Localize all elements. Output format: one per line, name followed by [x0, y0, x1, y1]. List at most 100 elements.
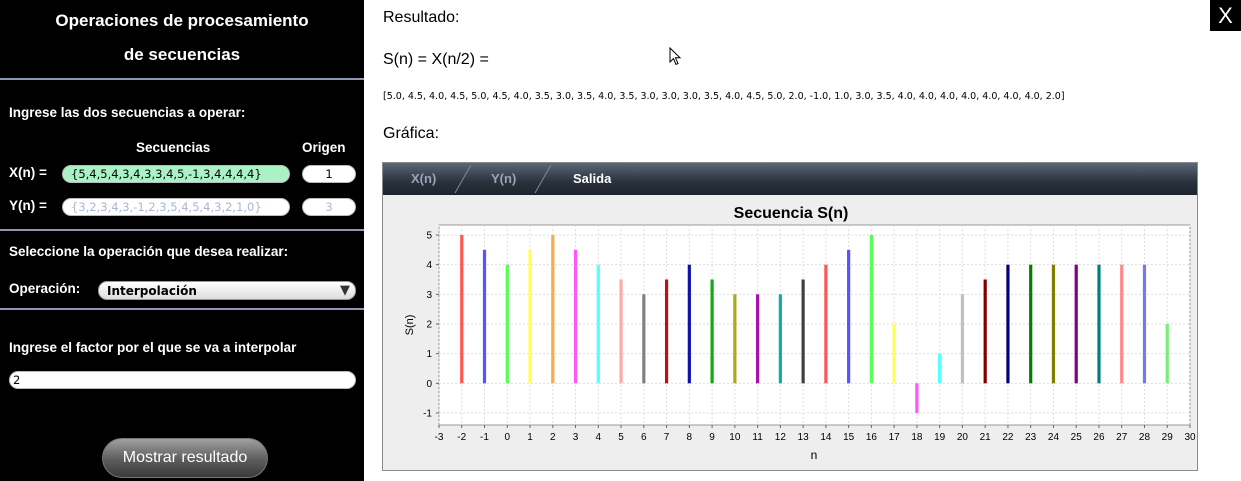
bar [687, 264, 691, 384]
bars [460, 235, 1169, 413]
y-tick-label: 3 [426, 290, 432, 301]
operation-instruction: Seleccione la operación que desea realiz… [9, 244, 289, 259]
x-tick-label: 21 [980, 432, 992, 443]
grafica-label: Gráfica: [383, 125, 440, 142]
bar [847, 249, 851, 384]
divider [0, 78, 364, 80]
x-tick-label: 16 [866, 432, 878, 443]
y-tick-label: -1 [423, 409, 432, 420]
divider [0, 229, 364, 231]
x-label: X(n) = [9, 165, 47, 180]
bar [1029, 264, 1033, 384]
bar [1006, 264, 1010, 384]
bar [551, 235, 555, 384]
operation-select[interactable]: Interpolación ▼ [98, 281, 356, 300]
x-tick-label: 9 [709, 432, 715, 443]
bar [596, 264, 600, 384]
bar [505, 264, 509, 384]
mouse-cursor-icon [669, 47, 682, 66]
resultado-label: Resultado: [383, 9, 460, 26]
x-tick-label: 11 [752, 432, 763, 443]
x-tick-label: 27 [1116, 432, 1128, 443]
graph-panel: X(n) Y(n) Salida Secuencia S(n) -3 -2 -1 0 1… [382, 162, 1198, 471]
tab-bar: X(n) Y(n) Salida [383, 163, 1197, 195]
origen-header: Origen [302, 140, 346, 155]
bar [642, 294, 646, 384]
bar [1120, 264, 1124, 384]
tab-salida[interactable]: Salida [573, 171, 612, 186]
divider [0, 308, 364, 310]
x-tick-label: 28 [1139, 432, 1151, 443]
x-tick-label: 18 [911, 432, 923, 443]
operation-select-value: Interpolación [107, 284, 197, 298]
bar [824, 264, 828, 384]
x-tick-label: 13 [798, 432, 810, 443]
sequence-chart: Secuencia S(n) -3 -2 -1 0 1 2 3 4 5 6 7 8 9 10 11 12 13 1… [404, 205, 1196, 462]
y-axis-label: S(n) [404, 315, 416, 336]
left-panel: Operaciones de procesamiento de secuenci… [0, 0, 364, 481]
y-origin-input[interactable]: 3 [302, 198, 356, 216]
factor-instruction: Ingrese el factor por el que se va a int… [9, 340, 297, 355]
chart-title: Secuencia S(n) [734, 205, 849, 222]
x-tick-label: 19 [934, 432, 946, 443]
tab-x[interactable]: X(n) [411, 171, 437, 186]
x-tick-label: -1 [480, 432, 489, 443]
bar [983, 279, 987, 384]
bar [756, 294, 760, 384]
panel-title-line1: Operaciones de procesamiento [55, 11, 309, 30]
bar [1074, 264, 1078, 384]
bar [1097, 264, 1101, 384]
x-tick-label: 25 [1071, 432, 1083, 443]
y-tick-label: 4 [426, 260, 432, 271]
bar [1165, 324, 1169, 384]
plot-area [438, 224, 1191, 426]
bar [528, 249, 532, 384]
bar [915, 383, 919, 413]
panel-title-line2: de secuencias [123, 45, 241, 64]
x-tick-label: -2 [457, 432, 466, 443]
bar [664, 279, 669, 384]
dropdown-arrow-icon[interactable]: ▼ [340, 283, 350, 298]
bar [460, 235, 464, 384]
factor-input[interactable]: 2 [9, 371, 356, 389]
close-button[interactable]: X [1210, 0, 1241, 31]
bar [801, 279, 805, 384]
x-tick-label: 15 [843, 432, 855, 443]
x-tick-label: 24 [1048, 432, 1060, 443]
x-tick-label: 8 [687, 432, 693, 443]
x-tick-label: 20 [957, 432, 969, 443]
bar [619, 279, 623, 384]
x-sequence-input[interactable]: {5,4,5,4,3,4,3,3,4,5,-1,3,4,4,4,4} [62, 165, 290, 183]
bar [710, 279, 714, 384]
bar [778, 294, 782, 384]
operation-label: Operación: [9, 281, 81, 296]
x-tick-label: -3 [435, 432, 444, 443]
bar [938, 353, 942, 384]
y-tick-label: 0 [426, 379, 432, 390]
y-tick-label: 5 [426, 231, 432, 242]
y-tick-label: 2 [426, 320, 432, 331]
x-tick-label: 4 [596, 432, 602, 443]
axis-ticks: -3 -2 -1 0 1 2 3 4 5 6 7 8 9 10 11 12 13 14 15 16 17 18 19 20 21… [423, 231, 1196, 444]
secuencias-header: Secuencias [136, 140, 211, 155]
bar [892, 324, 896, 384]
result-sequence: [5.0, 4.5, 4.0, 4.5, 5.0, 4.5, 4.0, 3.5,… [383, 91, 1065, 102]
tab-y[interactable]: Y(n) [491, 171, 517, 186]
tab-separators [454, 164, 552, 194]
x-tick-label: 3 [573, 432, 579, 443]
bar [869, 235, 873, 384]
bar [482, 249, 487, 384]
x-origin-input[interactable]: 1 [302, 165, 356, 183]
result-equation: S(n) = X(n/2) = [383, 51, 489, 68]
y-tick-label: 1 [426, 349, 432, 360]
x-tick-label: 22 [1002, 432, 1014, 443]
y-label: Y(n) = [9, 198, 47, 213]
sequences-instruction: Ingrese las dos secuencias a operar: [9, 105, 246, 120]
bar [733, 294, 737, 384]
y-sequence-input[interactable]: {3,2,3,4,3,-1,2,3,5,4,5,4,3,2,1,0} [62, 198, 290, 216]
show-result-button[interactable]: Mostrar resultado [102, 438, 268, 478]
x-tick-label: 1 [527, 432, 533, 443]
bar [960, 294, 965, 384]
bar [1142, 264, 1147, 384]
